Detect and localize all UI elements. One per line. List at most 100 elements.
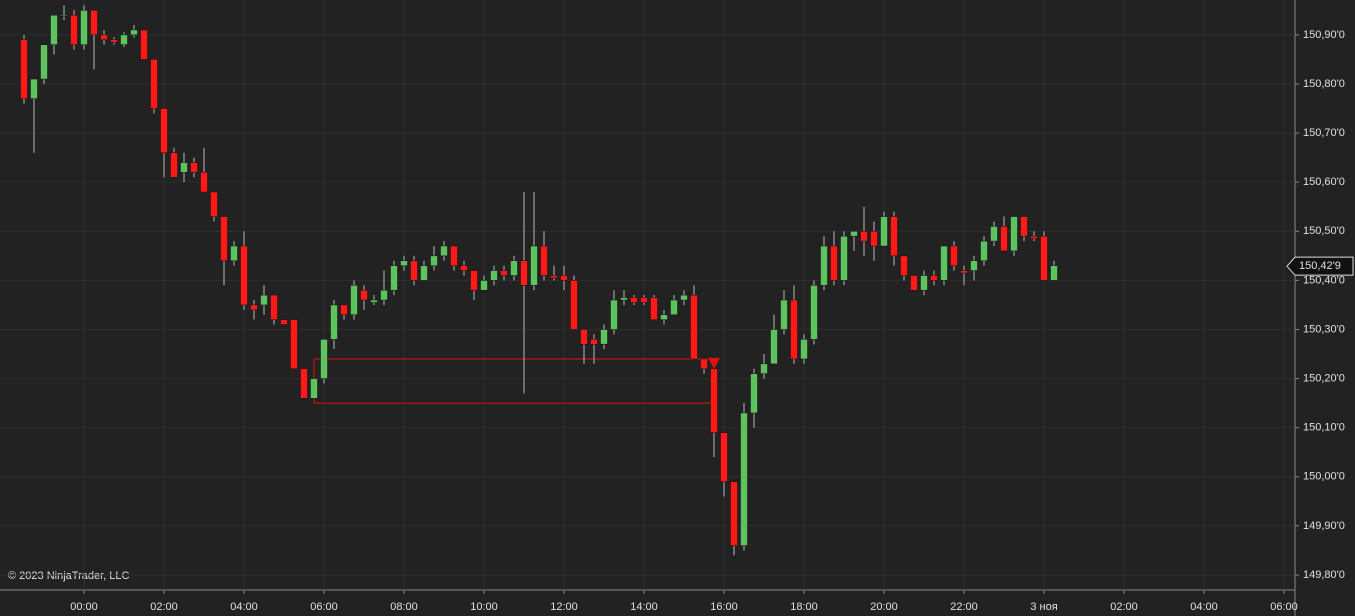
candle-body: [250, 304, 258, 311]
candle-body: [590, 339, 598, 345]
candle-body: [410, 260, 418, 281]
candle-body: [100, 34, 108, 41]
candle-body: [160, 108, 168, 153]
candle-body: [670, 299, 678, 316]
candle-body: [950, 245, 958, 266]
candle-body: [680, 294, 688, 301]
candle-body: [270, 294, 278, 320]
x-tick-label: 3 ноя: [1030, 601, 1057, 613]
candle-body: [800, 339, 808, 360]
candle-body: [170, 152, 178, 178]
x-tick-label: 06:00: [310, 601, 338, 613]
candle-body: [730, 481, 738, 546]
last-price-label: 150,42'9: [1299, 260, 1341, 272]
candle-body: [480, 280, 488, 291]
x-tick-label: 06:00: [1270, 601, 1298, 613]
candle-body: [650, 297, 658, 320]
candle-body: [940, 245, 948, 281]
candle-body: [80, 10, 88, 45]
candle-body: [610, 299, 618, 330]
candle-body: [900, 255, 908, 276]
candle-body: [230, 245, 238, 261]
candle-body: [530, 245, 538, 286]
x-tick-label: 10:00: [470, 601, 498, 613]
x-tick-label: 16:00: [710, 601, 738, 613]
candle-body: [740, 412, 748, 546]
candle-body: [210, 191, 218, 217]
candle-body: [540, 245, 548, 276]
candle-body: [1040, 235, 1048, 281]
y-tick-label: 150,10'0: [1303, 422, 1345, 434]
signal-marker: [708, 357, 720, 369]
x-tick-label: 00:00: [70, 601, 98, 613]
y-tick-label: 150,00'0: [1303, 471, 1345, 483]
candle-body: [510, 260, 518, 276]
candle-body: [770, 329, 778, 365]
y-tick-label: 150,90'0: [1303, 29, 1345, 41]
y-tick-label: 150,80'0: [1303, 78, 1345, 90]
candle-body: [550, 275, 558, 279]
candle-body: [990, 226, 998, 242]
x-tick-label: 02:00: [150, 601, 178, 613]
candle-body: [350, 285, 358, 316]
candle-body: [190, 162, 198, 173]
candle-body: [890, 216, 898, 257]
candle-body: [40, 44, 48, 80]
candle-body: [150, 59, 158, 109]
y-tick-label: 150,50'0: [1303, 225, 1345, 237]
candle-body: [1010, 216, 1018, 252]
candle-body: [1030, 235, 1038, 239]
y-tick-label: 150,30'0: [1303, 323, 1345, 335]
candle-body: [450, 245, 458, 266]
candle-body: [660, 314, 668, 320]
candle-body: [140, 29, 148, 60]
candle-body: [240, 245, 248, 306]
candle-body: [490, 270, 498, 281]
x-tick-label: 18:00: [790, 601, 818, 613]
candle-body: [360, 289, 368, 301]
candle-body: [60, 14, 68, 17]
candle-body: [370, 299, 378, 303]
candle-body: [390, 265, 398, 291]
candle-body: [830, 245, 838, 281]
candle-body: [780, 299, 788, 330]
candle-body: [220, 216, 228, 261]
y-tick-label: 150,60'0: [1303, 176, 1345, 188]
candle-body: [580, 329, 588, 345]
candle-body: [710, 368, 718, 433]
candle-body: [600, 329, 608, 345]
candle-body: [980, 240, 988, 261]
candle-body: [110, 39, 118, 43]
candle-body: [860, 231, 868, 242]
candle-body: [760, 363, 768, 374]
candle-body: [520, 260, 528, 286]
candle-body: [640, 297, 648, 303]
candle-body: [790, 299, 798, 360]
candle-body: [750, 373, 758, 414]
candle-body: [70, 14, 78, 45]
x-tick-label: 08:00: [390, 601, 418, 613]
x-tick-label: 22:00: [950, 601, 978, 613]
candle-body: [260, 294, 268, 306]
candle-body: [970, 260, 978, 271]
x-tick-label: 02:00: [1110, 601, 1138, 613]
candle-body: [870, 231, 878, 247]
x-tick-label: 04:00: [1190, 601, 1218, 613]
candle-body: [380, 289, 388, 301]
candle-body: [910, 275, 918, 291]
candle-body: [50, 14, 58, 45]
candle-body: [310, 378, 318, 399]
candle-body: [20, 39, 28, 99]
x-tick-label: 20:00: [870, 601, 898, 613]
candle-body: [930, 275, 938, 281]
candle-body: [630, 297, 638, 303]
candle-body: [120, 34, 128, 45]
candle-body: [290, 319, 298, 370]
candle-body: [470, 270, 478, 291]
candle-body: [420, 265, 428, 281]
candle-body: [690, 294, 698, 360]
x-tick-label: 12:00: [550, 601, 578, 613]
candle-body: [330, 304, 338, 340]
candle-body: [560, 275, 568, 281]
candle-body: [130, 29, 138, 36]
